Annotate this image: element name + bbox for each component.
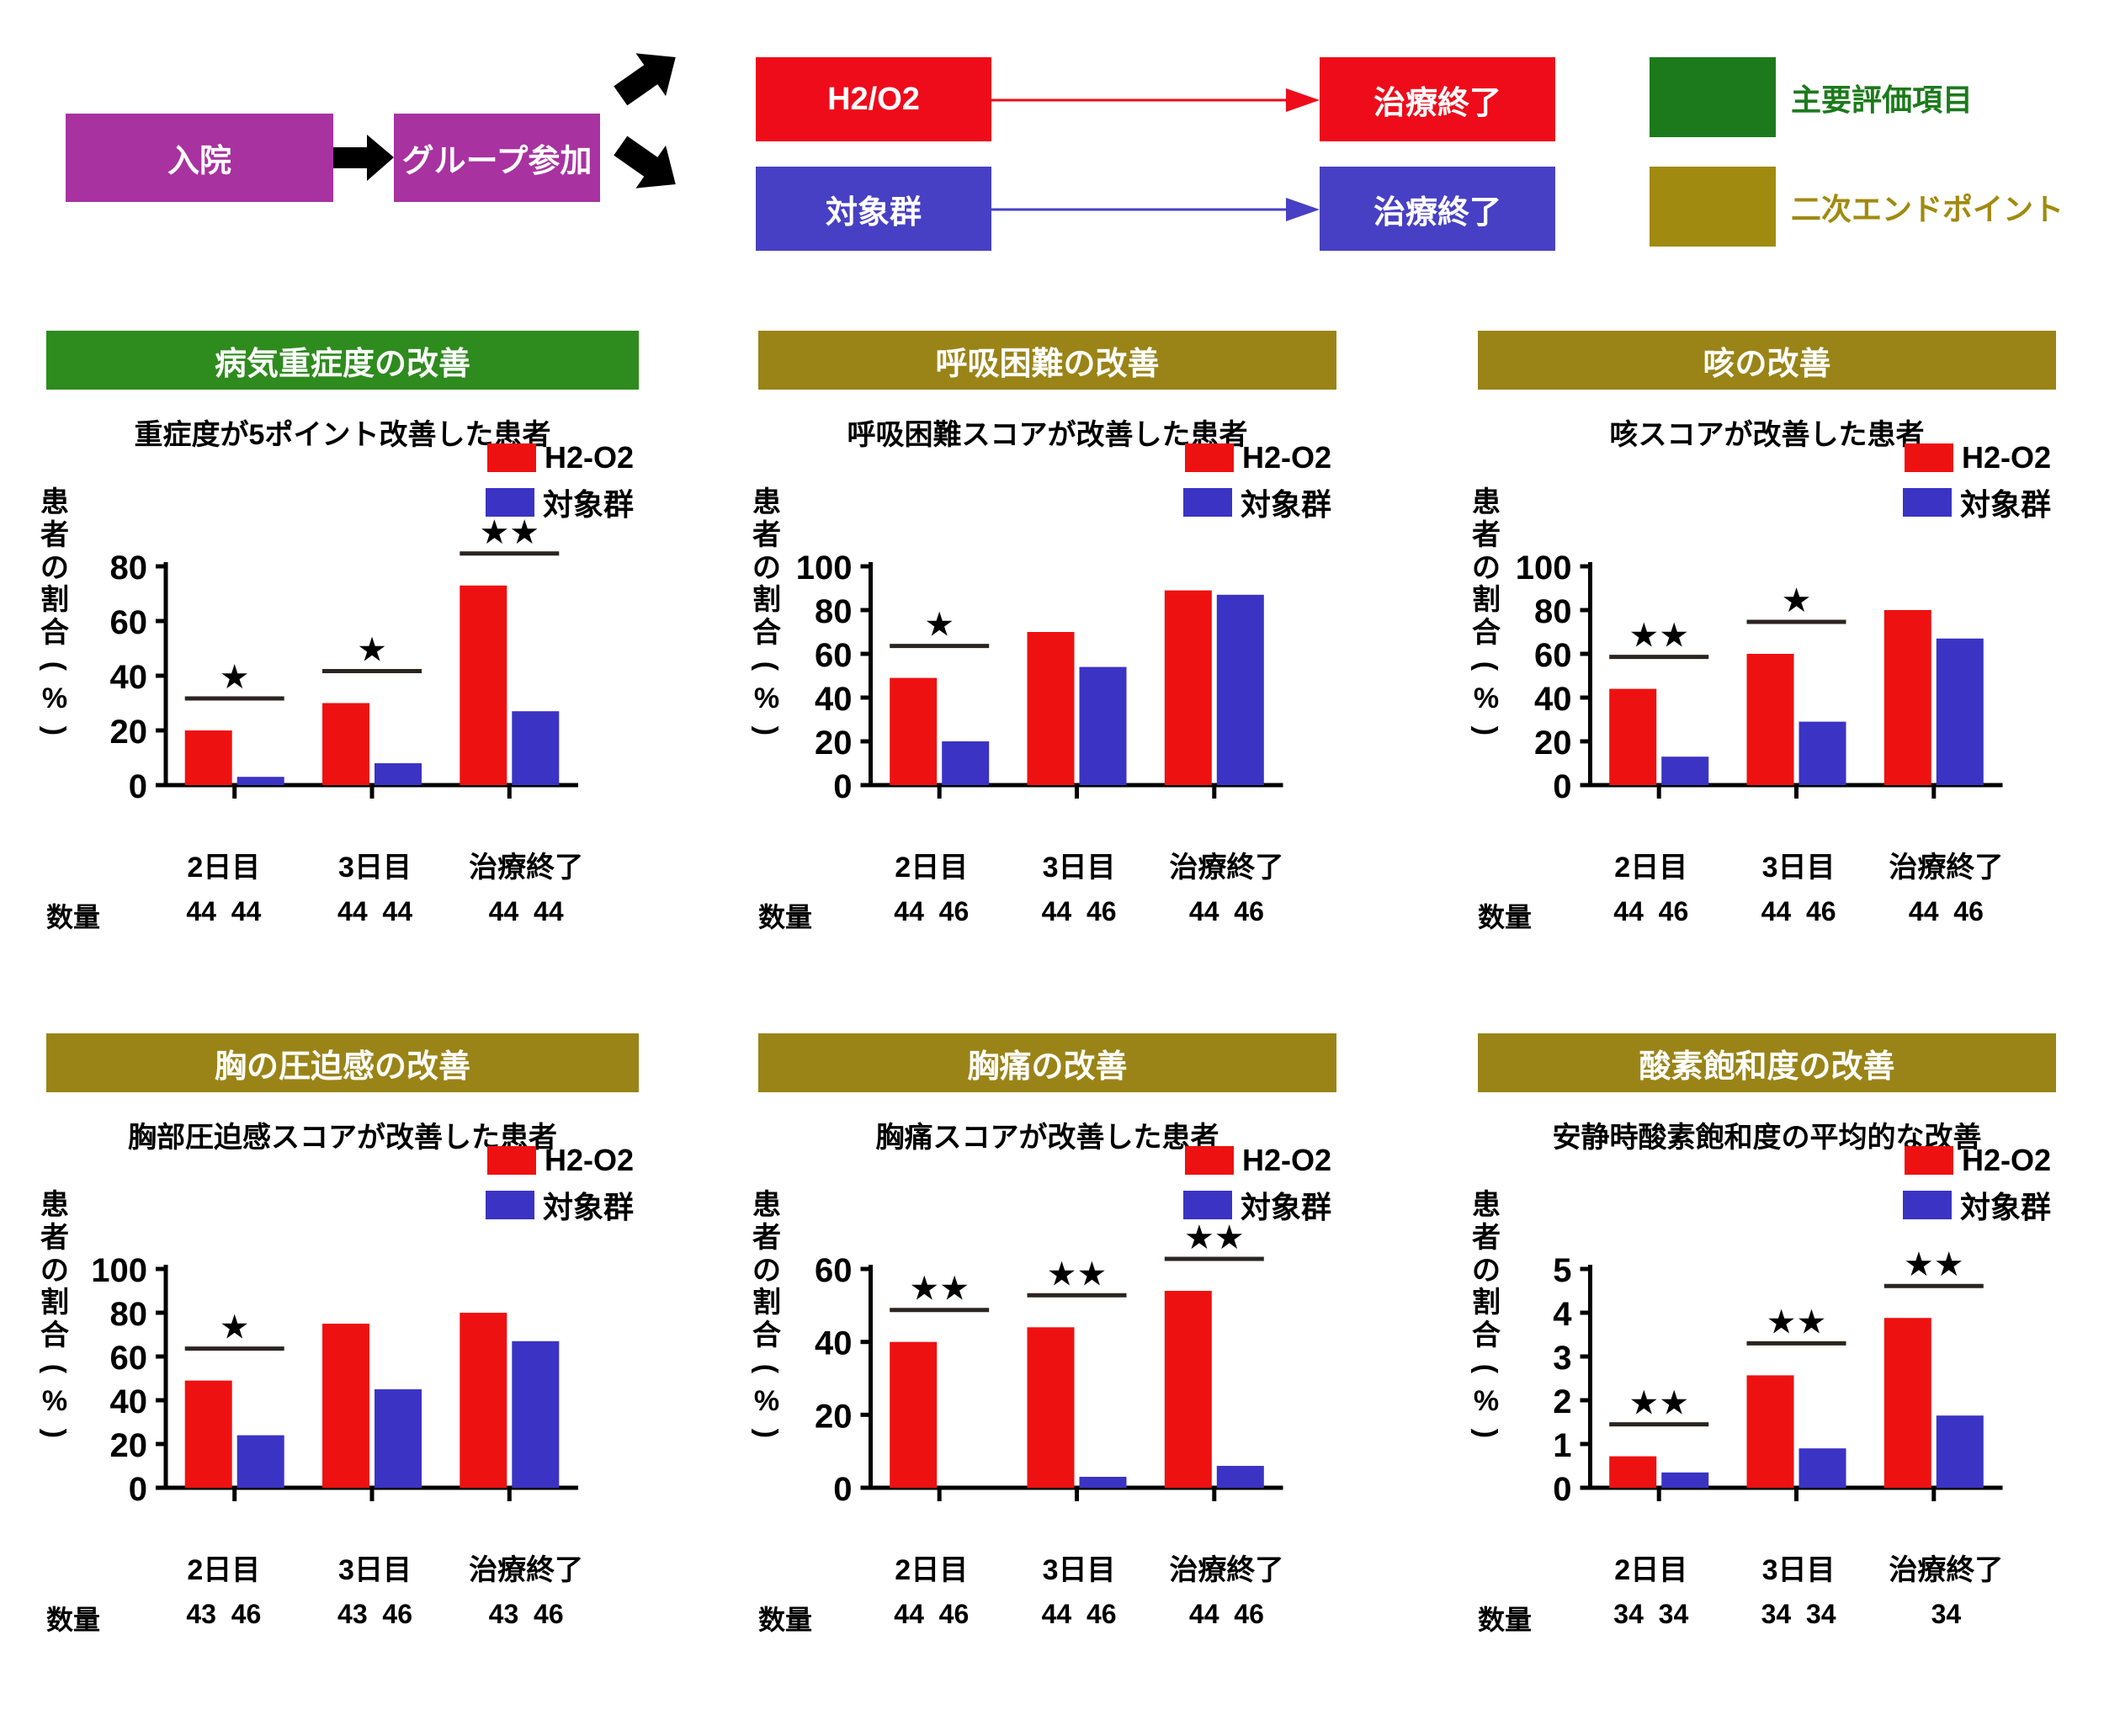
- svg-text:40: 40: [110, 659, 148, 696]
- svg-text:80: 80: [110, 1296, 148, 1333]
- svg-text:★★: ★★: [1628, 618, 1689, 655]
- svg-text:0: 0: [1553, 1471, 1571, 1508]
- svg-text:100: 100: [1516, 549, 1572, 587]
- svg-text:1: 1: [1553, 1427, 1571, 1464]
- svg-text:20: 20: [815, 725, 853, 762]
- svg-text:80: 80: [110, 549, 148, 587]
- svg-text:2: 2: [1553, 1383, 1571, 1420]
- svg-text:★: ★: [220, 659, 250, 696]
- svg-text:40: 40: [1534, 681, 1572, 718]
- svg-text:★★: ★★: [1628, 1385, 1689, 1422]
- svg-text:40: 40: [815, 1325, 853, 1362]
- svg-text:60: 60: [815, 637, 853, 674]
- svg-text:100: 100: [796, 549, 853, 587]
- svg-text:★★: ★★: [1767, 1303, 1827, 1340]
- svg-text:0: 0: [833, 1471, 852, 1508]
- svg-text:★: ★: [1782, 582, 1812, 619]
- svg-text:80: 80: [1534, 593, 1572, 630]
- svg-text:★★: ★★: [909, 1271, 970, 1308]
- svg-text:60: 60: [1534, 637, 1572, 674]
- svg-text:0: 0: [129, 768, 147, 805]
- svg-text:40: 40: [815, 681, 853, 718]
- svg-text:60: 60: [815, 1252, 853, 1289]
- svg-text:0: 0: [1553, 768, 1571, 805]
- svg-text:★: ★: [220, 1309, 250, 1346]
- svg-text:20: 20: [1534, 725, 1572, 762]
- svg-text:20: 20: [815, 1398, 853, 1435]
- svg-text:0: 0: [833, 768, 852, 805]
- svg-text:20: 20: [110, 714, 148, 751]
- svg-text:4: 4: [1553, 1296, 1572, 1333]
- svg-text:★: ★: [924, 607, 954, 644]
- svg-text:20: 20: [110, 1427, 148, 1464]
- svg-text:80: 80: [815, 593, 853, 630]
- svg-text:0: 0: [129, 1471, 147, 1508]
- svg-text:5: 5: [1553, 1252, 1571, 1289]
- svg-text:60: 60: [110, 1340, 148, 1377]
- svg-text:40: 40: [110, 1383, 148, 1420]
- svg-text:3: 3: [1553, 1340, 1571, 1377]
- svg-text:★★: ★★: [1904, 1246, 1964, 1283]
- svg-text:60: 60: [110, 604, 148, 641]
- svg-text:★★: ★★: [1047, 1256, 1108, 1293]
- svg-text:★: ★: [357, 632, 387, 669]
- svg-text:100: 100: [91, 1252, 147, 1289]
